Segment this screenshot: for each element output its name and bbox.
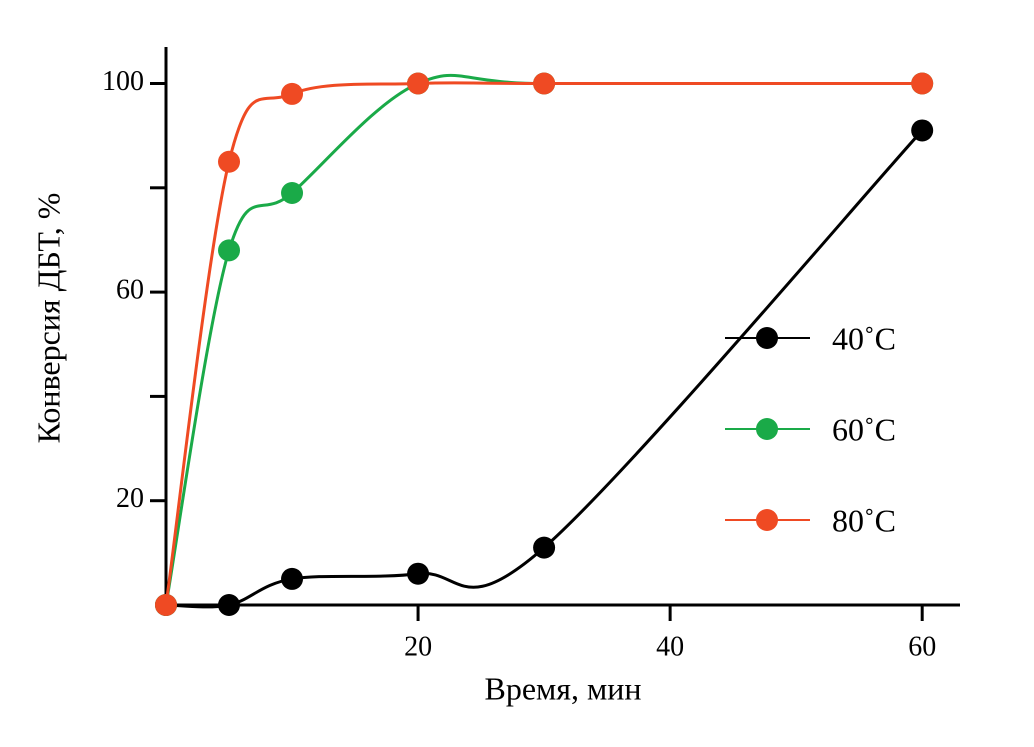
data-point bbox=[533, 72, 556, 95]
legend-label: 40˚C bbox=[832, 320, 896, 356]
data-point bbox=[281, 182, 304, 205]
data-point bbox=[218, 239, 241, 262]
legend-label: 60˚C bbox=[832, 411, 896, 447]
y-axis-title: Конверсия ДБТ, % bbox=[30, 193, 66, 444]
y-tick-label: 100 bbox=[102, 66, 144, 97]
data-point bbox=[218, 150, 241, 173]
x-tick-label: 40 bbox=[656, 631, 684, 662]
legend-label: 80˚C bbox=[832, 502, 896, 538]
x-tick-label: 60 bbox=[908, 631, 936, 662]
data-point bbox=[911, 72, 934, 95]
data-point bbox=[155, 594, 177, 616]
x-axis-title: Время, мин bbox=[484, 670, 641, 706]
x-tick-label: 20 bbox=[404, 631, 432, 662]
y-tick-label: 60 bbox=[116, 275, 144, 306]
data-point bbox=[407, 562, 430, 585]
data-point bbox=[911, 119, 934, 142]
data-point bbox=[281, 82, 304, 105]
data-point bbox=[407, 72, 430, 95]
data-point bbox=[533, 536, 556, 559]
y-tick-label: 20 bbox=[116, 483, 144, 514]
series-line bbox=[164, 73, 923, 606]
legend-marker bbox=[756, 418, 778, 440]
data-point bbox=[218, 594, 241, 616]
legend-marker bbox=[756, 509, 778, 531]
legend-marker bbox=[756, 327, 778, 349]
data-point bbox=[281, 567, 304, 590]
series-line bbox=[164, 81, 923, 606]
